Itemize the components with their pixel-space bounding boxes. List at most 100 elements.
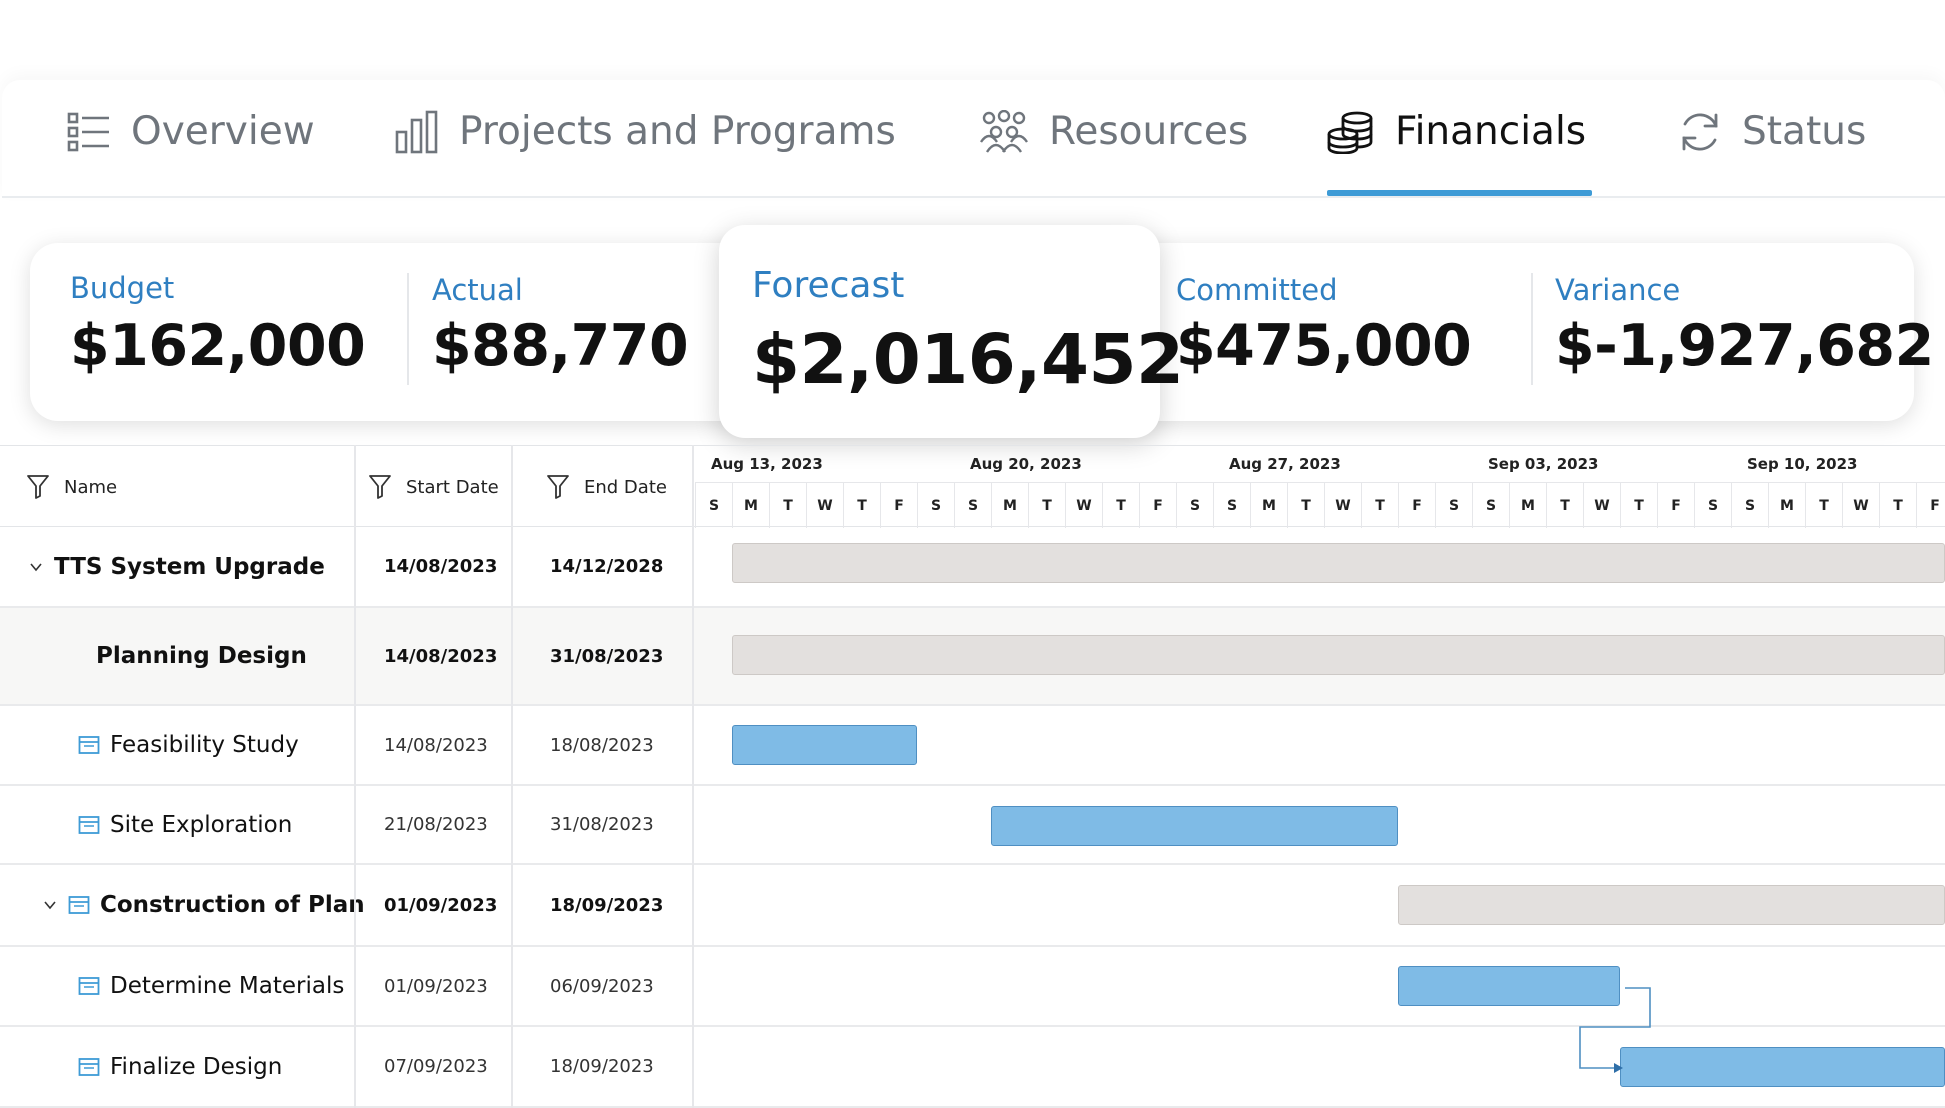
column-divider [354,445,356,1108]
kpi-actual-title: Actual [432,273,523,307]
table-row[interactable]: Site Exploration 21/08/2023 31/08/2023 [0,786,1945,865]
tab-projects-and-programs[interactable]: Projects and Programs [395,110,896,196]
day-cell: M [1768,482,1805,528]
end-date-cell: 31/08/2023 [550,608,663,704]
day-cell: T [1620,482,1657,528]
start-date: 07/09/2023 [384,1056,488,1077]
row-name: TTS System Upgrade [54,553,325,580]
start-date-cell: 01/09/2023 [384,865,497,945]
tab-bar: Overview Projects and Programs Resources [2,80,1945,198]
start-date-cell: 14/08/2023 [384,706,488,784]
day-cell: F [1657,482,1694,528]
name-cell: Feasibility Study [78,706,299,784]
end-date-cell: 18/09/2023 [550,1027,654,1106]
row-name: Determine Materials [110,973,345,999]
filter-icon[interactable] [546,474,570,500]
table-row[interactable]: Finalize Design 07/09/2023 18/09/2023 [0,1027,1945,1108]
refresh-icon [1682,113,1718,151]
start-date: 14/08/2023 [384,556,498,577]
day-cell: T [1102,482,1139,528]
table-row[interactable]: TTS System Upgrade 14/08/2023 14/12/2028 [0,527,1945,608]
task-icon [68,896,90,914]
start-date-cell: 01/09/2023 [384,947,488,1025]
task-icon [78,1057,100,1076]
task-bar[interactable] [1398,966,1620,1006]
tab-status-label: Status [1742,109,1867,154]
day-cell: S [954,482,991,528]
kpi-divider [407,273,409,385]
grid-header: Name Start Date End Date Aug 13, 2023 Aug… [0,445,1945,528]
table-row[interactable]: Construction of Plan 01/09/2023 18/09/2023 [0,865,1945,947]
end-date-cell: 18/08/2023 [550,706,654,784]
start-date-cell: 07/09/2023 [384,1027,488,1106]
week-label: Sep 10, 2023 [1747,455,1858,473]
day-cell: S [917,482,954,528]
day-cell: F [1139,482,1176,528]
name-cell: Determine Materials [78,947,344,1025]
name-cell: Construction of Plan [42,865,365,945]
table-row[interactable]: Feasibility Study 14/08/2023 18/08/2023 [0,706,1945,786]
end-date: 18/08/2023 [550,734,654,756]
filter-icon[interactable] [26,474,50,500]
summary-bar[interactable] [732,543,1945,583]
day-cell: T [843,482,880,528]
name-cell: Site Exploration [78,786,292,863]
column-header-start-date[interactable]: Start Date [368,446,499,528]
tab-status[interactable]: Status [1678,110,1866,196]
list-icon [67,112,109,152]
column-header-name[interactable]: Name [26,446,117,528]
chevron-down-icon[interactable] [42,897,58,913]
table-row[interactable]: Determine Materials 01/09/2023 06/09/2023 [0,947,1945,1027]
start-date: 14/08/2023 [384,734,488,756]
chevron-down-icon[interactable] [28,559,44,575]
task-bar[interactable] [1620,1047,1945,1087]
end-date: 06/09/2023 [550,975,654,997]
task-bar[interactable] [991,806,1398,846]
end-date-cell: 06/09/2023 [550,947,654,1025]
day-cell: W [1324,482,1361,528]
tab-overview-label: Overview [131,109,315,154]
day-cell: W [806,482,843,528]
kpi-committed-title: Committed [1176,273,1338,307]
name-cell: Finalize Design [78,1027,282,1106]
day-cell: S [695,482,732,528]
task-icon [78,815,100,834]
tab-resources[interactable]: Resources [979,110,1248,196]
day-cell: S [1472,482,1509,528]
day-cell: M [1509,482,1546,528]
day-cell: T [1287,482,1324,528]
column-header-end-date[interactable]: End Date [546,446,667,528]
kpi-forecast-value: $2,016,452 [752,320,1184,400]
task-icon [78,977,100,995]
coin-stack-icon [1327,111,1373,154]
tab-financials-label: Financials [1395,109,1587,154]
bar-chart-icon [395,110,438,154]
day-cell: W [1583,482,1620,528]
day-cell: F [1398,482,1435,528]
end-date-cell: 31/08/2023 [550,786,654,863]
tab-projects-label: Projects and Programs [459,109,896,154]
tab-financials[interactable]: Financials [1327,110,1592,196]
end-date: 31/08/2023 [550,814,654,835]
tab-overview[interactable]: Overview [67,110,315,196]
task-bar[interactable] [732,725,917,765]
kpi-committed-value: $475,000 [1176,313,1472,379]
end-date: 18/09/2023 [550,894,664,916]
summary-bar[interactable] [732,635,1945,675]
kpi-divider [1531,273,1533,385]
row-name: Finalize Design [110,1053,283,1080]
end-date: 18/09/2023 [550,1056,654,1077]
filter-icon[interactable] [368,474,392,500]
day-cell: T [1879,482,1916,528]
day-cell: S [1213,482,1250,528]
week-label: Aug 13, 2023 [711,455,823,473]
column-label-start-date: Start Date [406,476,499,498]
day-cell: S [1731,482,1768,528]
day-cell: T [1361,482,1398,528]
day-cell: T [1546,482,1583,528]
day-cell: T [1805,482,1842,528]
row-name: Feasibility Study [110,732,299,758]
end-date-cell: 14/12/2028 [550,527,663,606]
summary-bar[interactable] [1398,885,1945,925]
